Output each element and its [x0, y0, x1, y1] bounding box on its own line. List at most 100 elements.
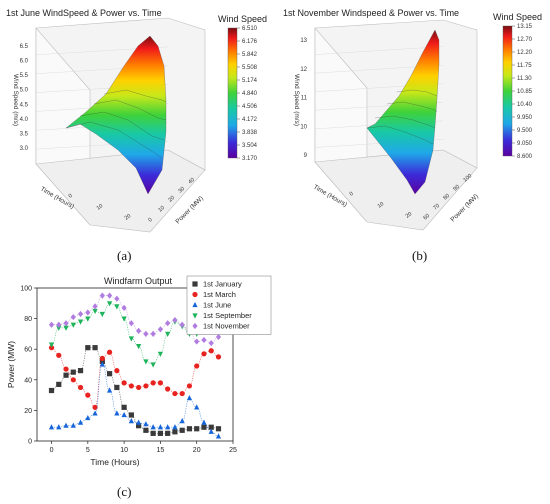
- data-point: [70, 369, 76, 375]
- data-point: [172, 429, 178, 435]
- data-point: [70, 322, 76, 328]
- legend-marker: [192, 281, 198, 287]
- panel-a-colorbar-tick-label: 5.174: [242, 78, 258, 84]
- data-point: [114, 384, 120, 391]
- series-2: [48, 361, 222, 439]
- panel-a-y-tick-label: 0: [147, 217, 153, 224]
- panel-b-surface-chart: 1st November Windspeed & Power vs. Time 9…: [283, 8, 542, 231]
- legend-box: [186, 275, 272, 335]
- data-point: [215, 433, 222, 439]
- data-point: [172, 424, 178, 430]
- panel-b-z-tick-label: 12: [300, 67, 307, 73]
- data-point: [128, 336, 134, 342]
- data-point: [92, 404, 98, 410]
- data-point: [194, 338, 200, 345]
- data-point: [106, 292, 113, 299]
- data-point: [136, 344, 142, 350]
- panel-a-colorbar-tick-label: 3.170: [242, 156, 258, 162]
- data-point: [56, 352, 62, 358]
- data-point: [85, 316, 91, 322]
- panel-b-colorbar-tick-label: 12.70: [517, 37, 533, 43]
- panel-b-z-tick-label: 9: [304, 153, 308, 159]
- panel-a-z-tick-label: 5.0: [20, 88, 29, 94]
- panel-a-colorbar-tick-label: 6.176: [242, 39, 258, 45]
- panel-b-colorbar-tick-label: 10.85: [517, 89, 533, 95]
- data-point: [77, 319, 84, 325]
- data-point: [143, 383, 149, 389]
- data-point: [56, 381, 62, 387]
- panel-a-z-tick-label: 6.0: [20, 59, 29, 65]
- panel-a-y-tick-label: 40: [187, 177, 196, 186]
- data-point: [99, 361, 105, 367]
- panel-a-contour-line: [103, 89, 167, 103]
- legend-label: 1st September: [203, 311, 252, 320]
- panel-b-colorbar-tick-label: 11.75: [517, 63, 532, 69]
- panel-a-colorbar-tick-label: 3.838: [242, 130, 258, 136]
- data-point: [201, 351, 207, 357]
- data-point: [201, 419, 207, 425]
- data-point: [48, 424, 55, 430]
- data-point: [128, 320, 134, 327]
- y-axis-label: Power (MW): [6, 341, 16, 388]
- legend-label: 1st November: [203, 322, 250, 331]
- x-tick-label: 0: [50, 447, 54, 454]
- data-point: [136, 327, 142, 334]
- data-point: [208, 348, 214, 354]
- panel-a-colorbar-tick-label: 6.510: [242, 26, 258, 32]
- data-point: [186, 383, 193, 389]
- series-1: [48, 345, 222, 410]
- data-point: [208, 428, 214, 434]
- data-point: [77, 419, 84, 425]
- panel-b-y-tick-label: 100: [462, 173, 473, 184]
- panel-a-colorbar-tick-label: 4.840: [242, 91, 258, 97]
- data-point: [106, 349, 113, 355]
- data-point: [99, 292, 105, 299]
- data-point: [194, 363, 200, 369]
- panel-a-z-axis-label: Wind Speed (m/s): [12, 74, 19, 126]
- data-point: [136, 423, 142, 429]
- x-tick-label: 25: [229, 447, 237, 454]
- data-point: [77, 368, 84, 374]
- data-point: [143, 421, 149, 427]
- panel-b-y-tick-label: 60: [422, 213, 431, 222]
- data-point: [143, 330, 149, 337]
- data-point: [121, 411, 127, 418]
- data-point: [215, 426, 222, 432]
- panel-a-z-tick-label: 4.0: [20, 117, 29, 123]
- data-point: [85, 392, 91, 398]
- data-point: [63, 325, 69, 331]
- panel-b-y-axis-label: Power (MW): [449, 193, 479, 223]
- data-point: [215, 354, 222, 360]
- panel-a-contour-line: [93, 99, 167, 121]
- data-point: [186, 426, 193, 432]
- panel-b-colorbar-tick-label: 8.600: [517, 154, 533, 160]
- y-tick-label: 60: [24, 347, 32, 354]
- panel-b-colorbar-tick-label: 9.050: [517, 141, 533, 147]
- legend-label: 1st June: [203, 301, 231, 310]
- data-point: [70, 313, 76, 321]
- data-point: [128, 383, 134, 389]
- panel-a-colorbar-tick-label: 5.842: [242, 52, 258, 58]
- panel-b-z-tick-label: 13: [300, 38, 307, 44]
- panel-a-y-tick-label: 30: [177, 186, 186, 195]
- data-point: [179, 321, 185, 328]
- data-point: [179, 427, 185, 433]
- panel-a-surface-chart: 1st June WindSpeed & Power vs. Time 3.0 3.…: [6, 8, 267, 233]
- panel-b-y-tick-label: 90: [452, 184, 461, 193]
- data-point: [201, 336, 207, 344]
- legend-marker: [192, 322, 198, 330]
- chart-title: Windfarm Output: [104, 276, 173, 286]
- data-point: [194, 404, 200, 410]
- x-tick-label: 5: [86, 447, 90, 454]
- panel-a-x-tick-label: 20: [124, 213, 132, 221]
- data-point: [157, 351, 164, 357]
- panel-b-z-tick-label: 10: [300, 124, 307, 130]
- panel-a-z-tick-label: 5.5: [20, 73, 29, 79]
- series-0: [48, 345, 222, 436]
- data-point: [157, 380, 164, 386]
- data-point: [48, 342, 55, 348]
- data-point: [165, 424, 171, 430]
- data-point: [99, 355, 105, 361]
- data-point: [165, 430, 171, 436]
